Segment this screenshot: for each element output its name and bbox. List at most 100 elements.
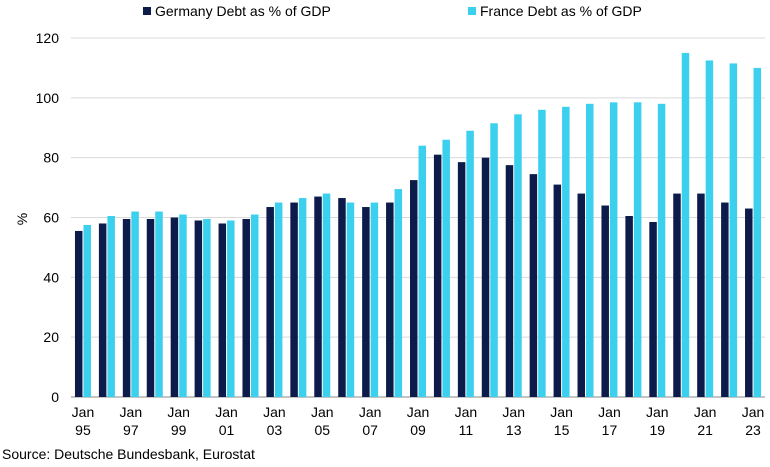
x-tick-label-month: Jan	[550, 404, 573, 420]
x-tick-label-year: 23	[745, 422, 761, 438]
x-tick-label-year: 11	[459, 422, 474, 438]
bar-germany	[457, 162, 466, 397]
x-tick-label-month: Jan	[742, 404, 765, 420]
x-tick-label-year: 05	[314, 422, 330, 438]
bar-france	[203, 219, 211, 397]
x-tick-label-month: Jan	[311, 404, 334, 420]
bar-france	[609, 102, 618, 397]
y-axis-ticks: 0 20 40 60 80 100 120	[36, 30, 60, 405]
y-tick-label: 60	[43, 210, 59, 226]
bar-france	[107, 216, 115, 397]
bar-france	[633, 102, 642, 397]
bar-germany	[529, 174, 538, 397]
y-tick-label: 20	[43, 329, 59, 345]
x-tick-label-year: 97	[123, 422, 139, 438]
legend: Germany Debt as % of GDP France Debt as …	[143, 3, 642, 19]
x-tick-label-year: 95	[75, 422, 91, 438]
bar-france	[442, 139, 450, 397]
bar-germany	[697, 193, 705, 397]
bar-germany	[266, 207, 274, 397]
x-tick-label-month: Jan	[359, 404, 382, 420]
bar-france	[514, 114, 522, 397]
bar-germany	[601, 205, 609, 397]
legend-swatch-france	[468, 7, 476, 15]
bar-germany	[649, 221, 657, 397]
x-tick-label-month: Jan	[455, 404, 478, 420]
bar-germany	[290, 202, 298, 397]
bar-france	[179, 214, 187, 397]
bar-france	[681, 52, 690, 398]
bar-germany	[481, 157, 490, 397]
y-tick-label: 120	[36, 30, 60, 46]
bar-france	[131, 211, 139, 397]
x-tick-label-year: 09	[410, 422, 426, 438]
bar-france	[322, 193, 331, 397]
x-tick-label-month: Jan	[72, 404, 95, 420]
bar-germany	[745, 208, 753, 397]
x-tick-label-month: Jan	[598, 404, 621, 420]
bar-germany	[122, 219, 131, 397]
bar-france	[466, 130, 474, 398]
bar-france	[370, 202, 379, 397]
bar-germany	[74, 230, 83, 397]
x-tick-label-year: 01	[219, 422, 235, 438]
bar-france	[83, 224, 91, 397]
x-tick-label-month: Jan	[694, 404, 717, 420]
bar-germany	[721, 202, 729, 397]
legend-swatch-germany	[143, 7, 151, 15]
x-tick-label-year: 13	[506, 422, 522, 438]
bar-france	[753, 67, 762, 398]
bar-france	[394, 189, 403, 397]
y-tick-label: 80	[43, 150, 59, 166]
bar-france	[155, 211, 163, 397]
source-note: Source: Deutsche Bundesbank, Eurostat	[2, 446, 255, 462]
bar-germany	[433, 154, 442, 397]
bar-germany	[410, 180, 418, 397]
y-tick-label: 0	[51, 389, 59, 405]
legend-label-germany: Germany Debt as % of GDP	[155, 3, 331, 19]
bar-france	[418, 145, 426, 397]
bar-germany	[194, 220, 203, 397]
bar-france	[657, 103, 666, 397]
bar-france	[227, 220, 235, 397]
x-tick-label-year: 99	[171, 422, 187, 438]
bar-france	[586, 103, 594, 397]
x-tick-label-month: Jan	[120, 404, 143, 420]
bar-france	[346, 202, 355, 397]
bar-germany	[553, 184, 562, 397]
bar-france	[538, 109, 546, 398]
y-axis-label: %	[14, 213, 30, 225]
bar-france	[274, 202, 283, 397]
bar-france	[298, 198, 307, 397]
bar-germany	[505, 165, 514, 397]
bar-germany	[625, 216, 633, 397]
bar-germany	[98, 223, 107, 397]
x-tick-label-month: Jan	[407, 404, 430, 420]
x-tick-label-year: 15	[554, 422, 570, 438]
bar-germany	[218, 223, 227, 397]
bar-france	[705, 60, 714, 397]
x-tick-label-year: 17	[602, 422, 618, 438]
x-tick-label-year: 19	[650, 422, 666, 438]
y-tick-label: 100	[36, 90, 60, 106]
bar-france	[729, 63, 738, 398]
x-axis-ticks: Jan 95 Jan 97 Jan 99 Jan 01 Jan 03 Jan 05 Jan 07 Jan 09…	[72, 404, 765, 438]
x-tick-label-year: 07	[362, 422, 378, 438]
bar-france	[562, 106, 570, 397]
x-tick-label-year: 21	[697, 422, 713, 438]
x-tick-label-month: Jan	[646, 404, 669, 420]
x-tick-label-year: 03	[267, 422, 283, 438]
bar-germany	[170, 217, 179, 397]
bar-germany	[338, 198, 346, 397]
bar-germany	[386, 202, 394, 397]
debt-bar-chart: 0 20 40 60 80 100 120 Jan 95 Jan 97 Jan 99 Jan 01 Jan 0…	[14, 3, 765, 438]
x-tick-label-month: Jan	[502, 404, 525, 420]
bar-germany	[242, 219, 250, 397]
y-tick-label: 40	[43, 269, 59, 285]
x-tick-label-month: Jan	[215, 404, 238, 420]
bar-france	[490, 123, 498, 397]
x-tick-label-month: Jan	[263, 404, 286, 420]
x-tick-label-month: Jan	[167, 404, 190, 420]
bar-germany	[673, 193, 681, 397]
bar-germany	[577, 193, 586, 397]
